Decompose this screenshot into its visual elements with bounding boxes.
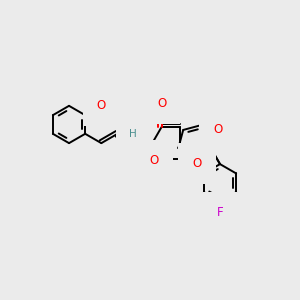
Text: O: O (150, 154, 159, 167)
Text: O: O (97, 99, 106, 112)
Text: F: F (217, 206, 223, 220)
Text: H: H (129, 129, 136, 139)
Text: O: O (213, 123, 223, 136)
Text: O: O (157, 97, 166, 110)
Text: O: O (192, 157, 202, 170)
